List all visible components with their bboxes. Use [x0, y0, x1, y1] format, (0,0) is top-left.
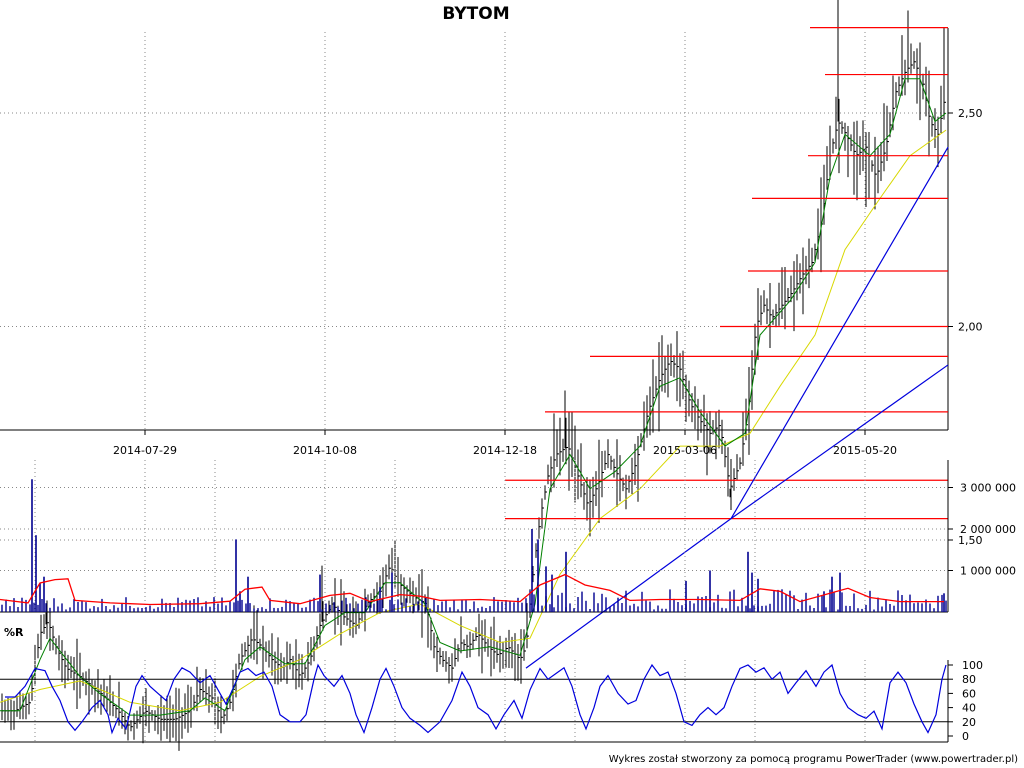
price-ma-short-line: [0, 78, 947, 716]
price-x-tick-label: 2015-03-06: [653, 444, 717, 457]
volume-gridlines: [0, 460, 948, 612]
williams-y-tick-label: 80: [962, 673, 976, 686]
volume-y-tick-label: 3 000 000: [960, 482, 1016, 495]
chart-title: BYTOM: [442, 4, 509, 24]
trend-lines: [525, 146, 949, 669]
trend-line: [730, 364, 949, 520]
volume-ma-line: [0, 573, 944, 606]
price-y-tick-label: 2,50: [958, 107, 983, 120]
williams-label: %R: [4, 626, 24, 639]
price-panel: 1,50 2,00 2,50 2014-07-29 2014-10-08 2014-12…: [0, 0, 983, 751]
williams-line: [5, 663, 947, 735]
price-ma-long-line: [0, 129, 947, 712]
price-x-tick-label: 2015-05-20: [833, 444, 897, 457]
price-y-tick-label: 2,00: [958, 321, 983, 334]
trend-line: [730, 146, 949, 519]
williams-y-tick-label: 0: [962, 730, 969, 743]
trend-line: [525, 518, 732, 669]
price-gridlines: [0, 32, 948, 541]
williams-y-tick-label: 60: [962, 687, 976, 700]
price-y-tick-label: 1,50: [958, 534, 983, 547]
price-x-tick-label: 2014-12-18: [473, 444, 537, 457]
williams-reference-lines: [0, 678, 948, 723]
volume-panel: 1 000 000 2 000 000 3 000 000: [0, 460, 1016, 613]
volume-bars: [1, 479, 947, 612]
price-x-tick-label: 2014-10-08: [293, 444, 357, 457]
volume-y-tick-label: 1 000 000: [960, 565, 1016, 578]
williams-y-tick-label: 20: [962, 716, 976, 729]
footer-credit: Wykres został stworzony za pomocą progra…: [609, 754, 1018, 765]
volume-y-tick-label: 2 000 000: [960, 523, 1016, 536]
williams-y-tick-label: 40: [962, 702, 976, 715]
volume-y-ticks: 1 000 000 2 000 000 3 000 000: [948, 482, 1016, 578]
williams-gridlines: [34, 660, 866, 742]
williams-y-tick-label: 100: [962, 659, 983, 672]
price-x-tick-label: 2014-07-29: [113, 444, 177, 457]
price-y-ticks: 1,50 2,00 2,50: [948, 107, 983, 547]
price-x-ticks: 2014-07-29 2014-10-08 2014-12-18 2015-03-06…: [113, 430, 897, 457]
